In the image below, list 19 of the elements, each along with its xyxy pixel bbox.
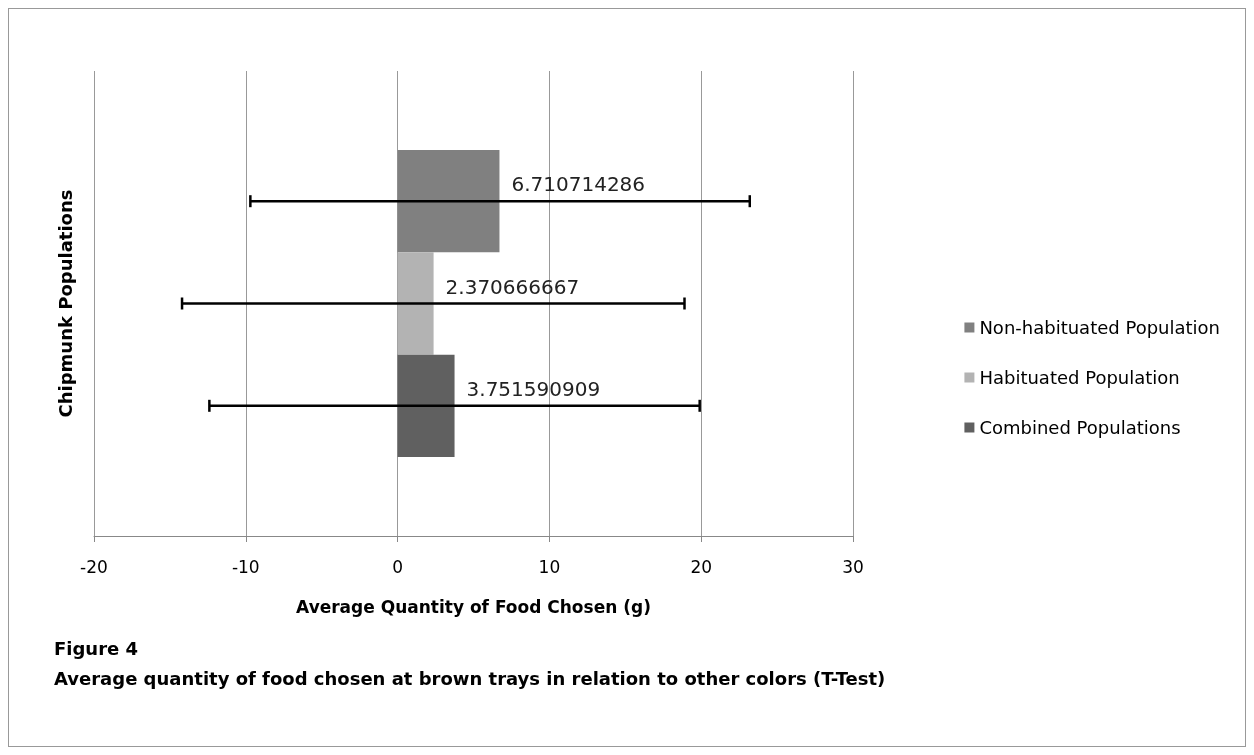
x-tick-label: -10 [231, 556, 260, 577]
data-label: 3.751590909 [466, 376, 601, 401]
legend-label: Combined Populations [979, 417, 1181, 438]
y-axis-title: Chipmunk Populations [54, 189, 76, 418]
x-tick-label: 0 [392, 556, 404, 577]
x-tick-label: 30 [842, 556, 864, 577]
text: Average quantity of food chosen at brown trays in relation to other colors (T-Test) [54, 667, 886, 689]
legend-label: Habituated Population [979, 367, 1180, 388]
x-axis-title: Average Quantity of Food Chosen (g) [296, 596, 651, 617]
text: Figure 4 [54, 637, 139, 659]
bar [397, 150, 500, 253]
x-tick-label: -20 [80, 556, 108, 577]
bar [397, 354, 455, 457]
x-tick-label: 20 [690, 556, 713, 577]
legend-label: Non-habituated Population [979, 317, 1220, 338]
bar [397, 252, 434, 355]
x-tick-label: 10 [538, 556, 561, 577]
data-label: 2.370666667 [445, 274, 580, 299]
data-label: 6.710714286 [511, 172, 646, 197]
